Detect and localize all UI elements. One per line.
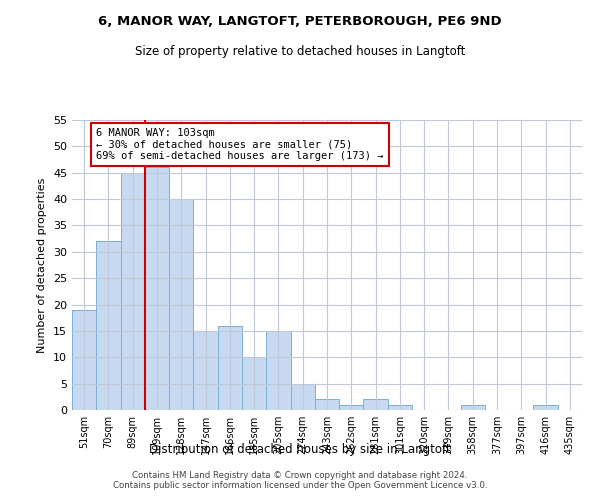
- Text: 6, MANOR WAY, LANGTOFT, PETERBOROUGH, PE6 9ND: 6, MANOR WAY, LANGTOFT, PETERBOROUGH, PE…: [98, 15, 502, 28]
- Bar: [169, 199, 193, 410]
- Bar: [218, 326, 242, 410]
- Bar: [145, 168, 169, 410]
- Y-axis label: Number of detached properties: Number of detached properties: [37, 178, 47, 352]
- Bar: [364, 400, 388, 410]
- Bar: [533, 404, 558, 410]
- Bar: [266, 331, 290, 410]
- Bar: [315, 400, 339, 410]
- Bar: [339, 404, 364, 410]
- Text: Distribution of detached houses by size in Langtoft: Distribution of detached houses by size …: [149, 442, 451, 456]
- Bar: [242, 358, 266, 410]
- Bar: [193, 331, 218, 410]
- Bar: [461, 404, 485, 410]
- Bar: [72, 310, 96, 410]
- Text: Contains HM Land Registry data © Crown copyright and database right 2024.
Contai: Contains HM Land Registry data © Crown c…: [113, 470, 487, 490]
- Bar: [290, 384, 315, 410]
- Bar: [121, 172, 145, 410]
- Bar: [96, 242, 121, 410]
- Text: Size of property relative to detached houses in Langtoft: Size of property relative to detached ho…: [135, 45, 465, 58]
- Text: 6 MANOR WAY: 103sqm
← 30% of detached houses are smaller (75)
69% of semi-detach: 6 MANOR WAY: 103sqm ← 30% of detached ho…: [96, 128, 384, 161]
- Bar: [388, 404, 412, 410]
